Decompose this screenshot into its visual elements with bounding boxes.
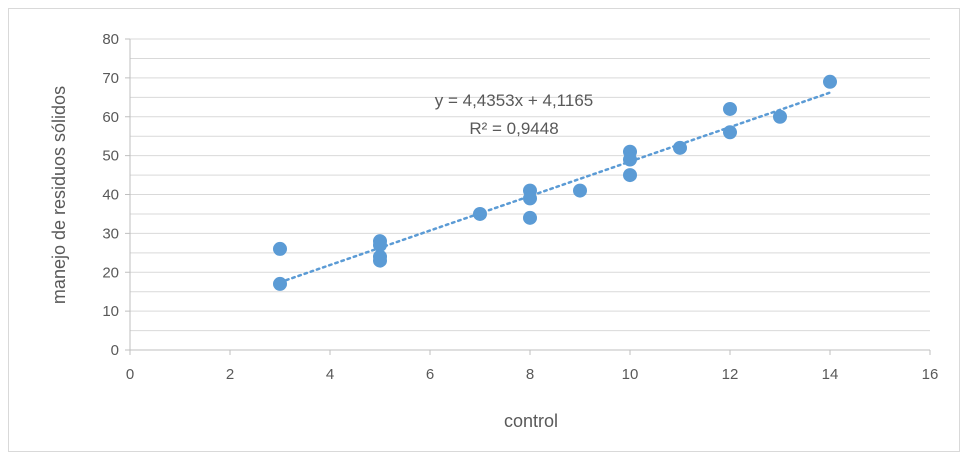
data-point bbox=[373, 238, 387, 253]
x-tick-label: 6 bbox=[426, 366, 434, 383]
y-axis-title: manejo de residuos sólidos bbox=[49, 86, 69, 304]
data-point bbox=[273, 276, 287, 291]
y-tick-label: 30 bbox=[102, 225, 119, 242]
axes bbox=[125, 38, 931, 355]
x-tick-label: 16 bbox=[922, 366, 939, 383]
data-point bbox=[773, 109, 787, 124]
data-point bbox=[373, 253, 387, 268]
y-tick-label: 60 bbox=[102, 109, 119, 126]
chart-frame: 0 2 4 6 8 10 12 14 16 0 10 20 30 40 50 60 70 80 y = 4,43… bbox=[8, 8, 960, 452]
data-point bbox=[273, 241, 287, 256]
trendline-group bbox=[278, 91, 832, 284]
data-points bbox=[273, 74, 837, 291]
x-tick-label: 12 bbox=[722, 366, 739, 383]
x-tick-label: 0 bbox=[126, 366, 134, 383]
x-tick-label: 10 bbox=[622, 366, 639, 383]
y-tick-label: 20 bbox=[102, 264, 119, 281]
data-point bbox=[623, 168, 637, 183]
data-point bbox=[523, 191, 537, 206]
data-point bbox=[723, 125, 737, 140]
scatter-chart: 0 2 4 6 8 10 12 14 16 0 10 20 30 40 50 60 70 80 y = 4,43… bbox=[49, 31, 939, 431]
y-tick-label: 80 bbox=[102, 31, 119, 48]
trendline-equation: y = 4,4353x + 4,1165 bbox=[435, 91, 593, 110]
trendline bbox=[278, 91, 832, 284]
y-tick-label: 40 bbox=[102, 187, 119, 204]
y-tick-label: 10 bbox=[102, 303, 119, 320]
gridlines bbox=[130, 38, 930, 332]
data-point bbox=[523, 210, 537, 225]
data-point bbox=[473, 206, 487, 221]
x-tick-label: 2 bbox=[226, 366, 234, 383]
x-tick-label: 8 bbox=[526, 366, 534, 383]
x-axis-title: control bbox=[504, 411, 558, 431]
data-point bbox=[623, 152, 637, 167]
x-tick-labels: 0 2 4 6 8 10 12 14 16 bbox=[126, 366, 939, 383]
x-tick-label: 4 bbox=[326, 366, 334, 383]
trendline-r-squared: R² = 0,9448 bbox=[469, 119, 558, 138]
y-tick-label: 50 bbox=[102, 148, 119, 165]
x-tick-label: 14 bbox=[822, 366, 839, 383]
y-tick-label: 0 bbox=[111, 342, 119, 359]
y-tick-labels: 0 10 20 30 40 50 60 70 80 bbox=[102, 31, 119, 359]
data-point bbox=[723, 101, 737, 116]
data-point bbox=[573, 183, 587, 198]
y-tick-label: 70 bbox=[102, 70, 119, 87]
data-point bbox=[673, 140, 687, 155]
data-point bbox=[823, 74, 837, 89]
